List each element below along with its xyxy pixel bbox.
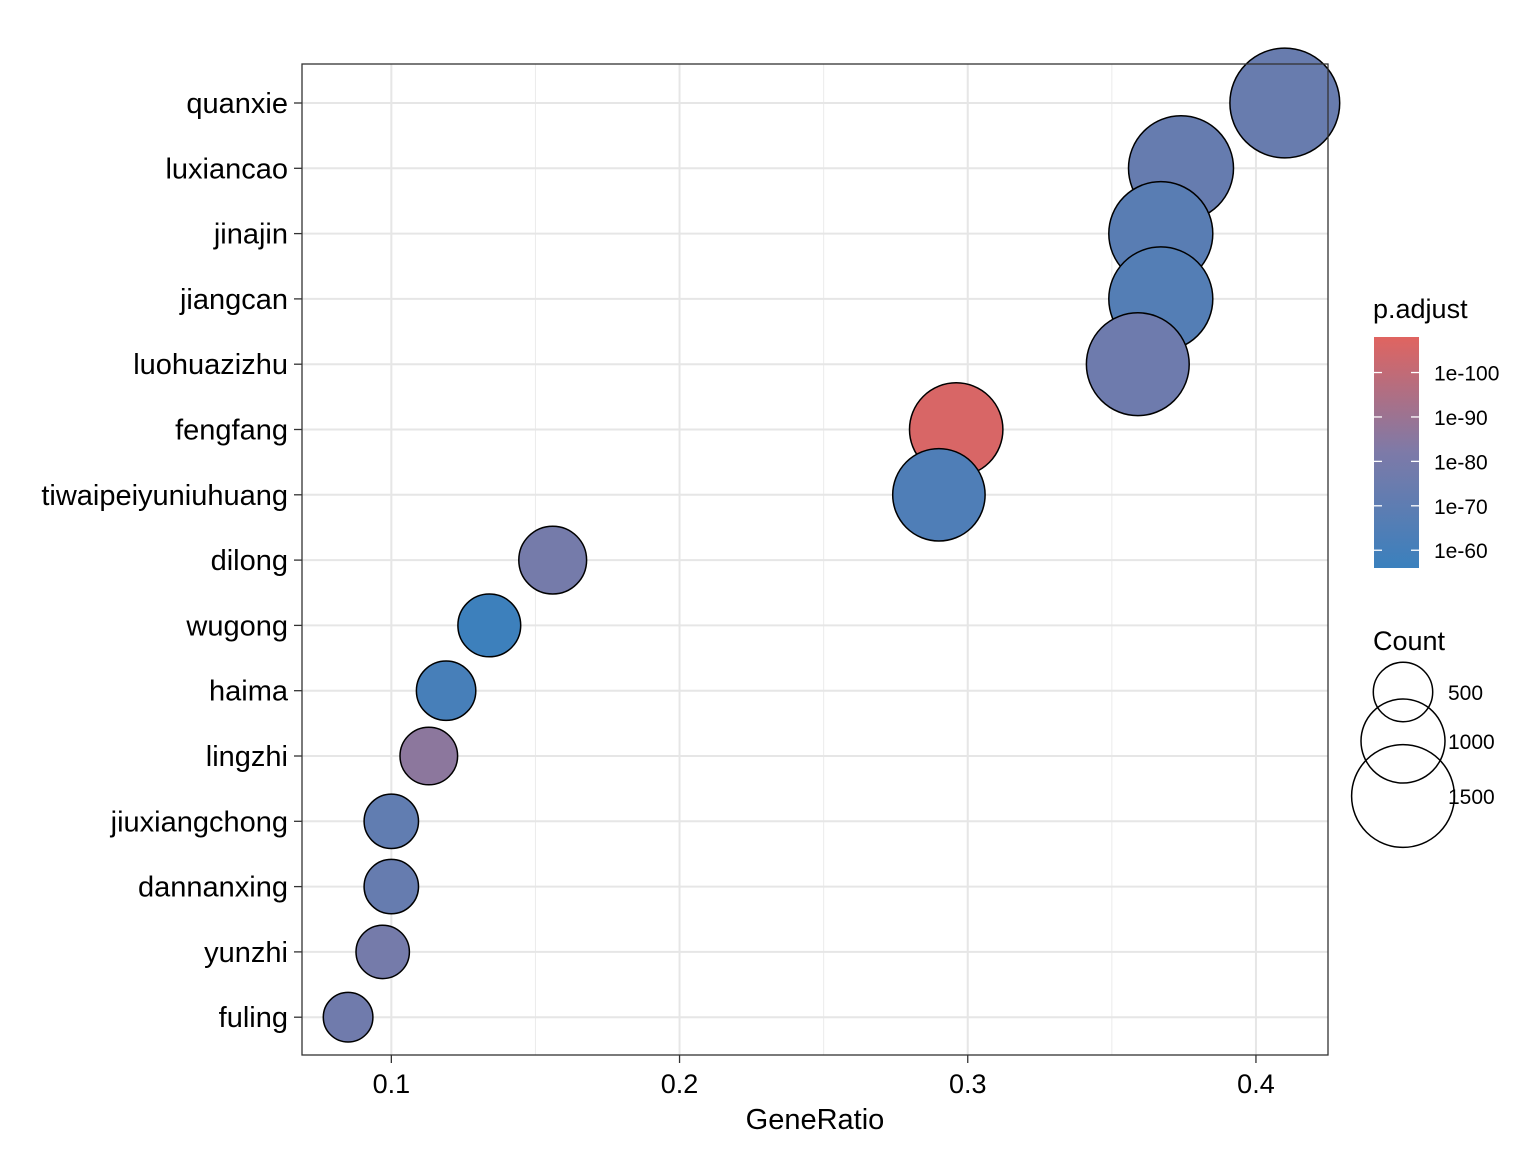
y-tick-label: dannanxing: [138, 872, 288, 904]
color-legend-label: 1e-100: [1434, 363, 1499, 386]
x-tick-label: 0.3: [949, 1069, 987, 1099]
color-legend-label: 1e-80: [1434, 451, 1488, 474]
y-tick-label: luohuazizhu: [133, 349, 288, 381]
data-point-fuling: [322, 991, 374, 1043]
color-legend-colorbar: [1374, 337, 1419, 568]
size-legend-key: [1372, 661, 1434, 723]
color-legend-label: 1e-90: [1434, 407, 1488, 430]
data-point-dannanxing: [363, 858, 420, 915]
y-tick-label: wugong: [185, 610, 288, 642]
y-tick-label: lingzhi: [206, 741, 288, 773]
y-tick-label: luxiancao: [165, 153, 288, 185]
data-point-tiwaipeiyuniuhuang: [891, 447, 986, 542]
size-legend: Count 500 1000 1500: [1350, 626, 1495, 849]
y-axis: quanxie luxiancao jinajin jiangcan luohuaziz…: [41, 88, 302, 1034]
x-tick-label: 0.1: [373, 1069, 411, 1099]
data-point-lingzhi: [399, 726, 459, 786]
y-tick-label: jiangcan: [179, 284, 288, 316]
size-legend-label: 500: [1448, 682, 1483, 705]
data-points: [322, 47, 1341, 1043]
y-tick-label: fengfang: [175, 415, 288, 447]
data-point-luohuazizhu: [1085, 312, 1190, 417]
color-legend-label: 1e-70: [1434, 496, 1488, 519]
x-axis-title: GeneRatio: [746, 1104, 885, 1136]
data-point-dilong: [518, 525, 588, 595]
size-legend-label: 1000: [1448, 731, 1495, 754]
color-legend-title: p.adjust: [1373, 294, 1468, 324]
y-tick-label: quanxie: [186, 88, 288, 120]
y-tick-label: dilong: [211, 545, 288, 577]
x-tick-label: 0.2: [661, 1069, 699, 1099]
x-tick-label: 0.4: [1237, 1069, 1275, 1099]
color-legend-label: 1e-60: [1434, 540, 1488, 563]
data-point-yunzhi: [355, 924, 411, 980]
y-tick-label: haima: [209, 676, 289, 708]
size-legend-title: Count: [1373, 626, 1446, 656]
y-tick-label: fuling: [219, 1002, 288, 1034]
x-axis: 0.1 0.2 0.3 0.4: [373, 1055, 1275, 1099]
data-point-quanxie: [1229, 47, 1341, 159]
y-tick-label: yunzhi: [204, 937, 288, 969]
y-tick-label: tiwaipeiyuniuhuang: [41, 480, 288, 512]
color-legend: p.adjust 1e-100 1e-90 1e-80 1e-70 1e-60: [1373, 294, 1499, 568]
size-legend-key: [1360, 698, 1446, 784]
data-point-haima: [415, 660, 477, 722]
size-legend-key: [1350, 743, 1456, 849]
y-tick-label: jinajin: [213, 219, 288, 251]
y-tick-label: jiuxiangchong: [110, 806, 288, 838]
data-point-wugong: [457, 593, 522, 658]
size-legend-label: 1500: [1448, 786, 1495, 809]
data-point-jiuxiangchong: [363, 793, 420, 850]
